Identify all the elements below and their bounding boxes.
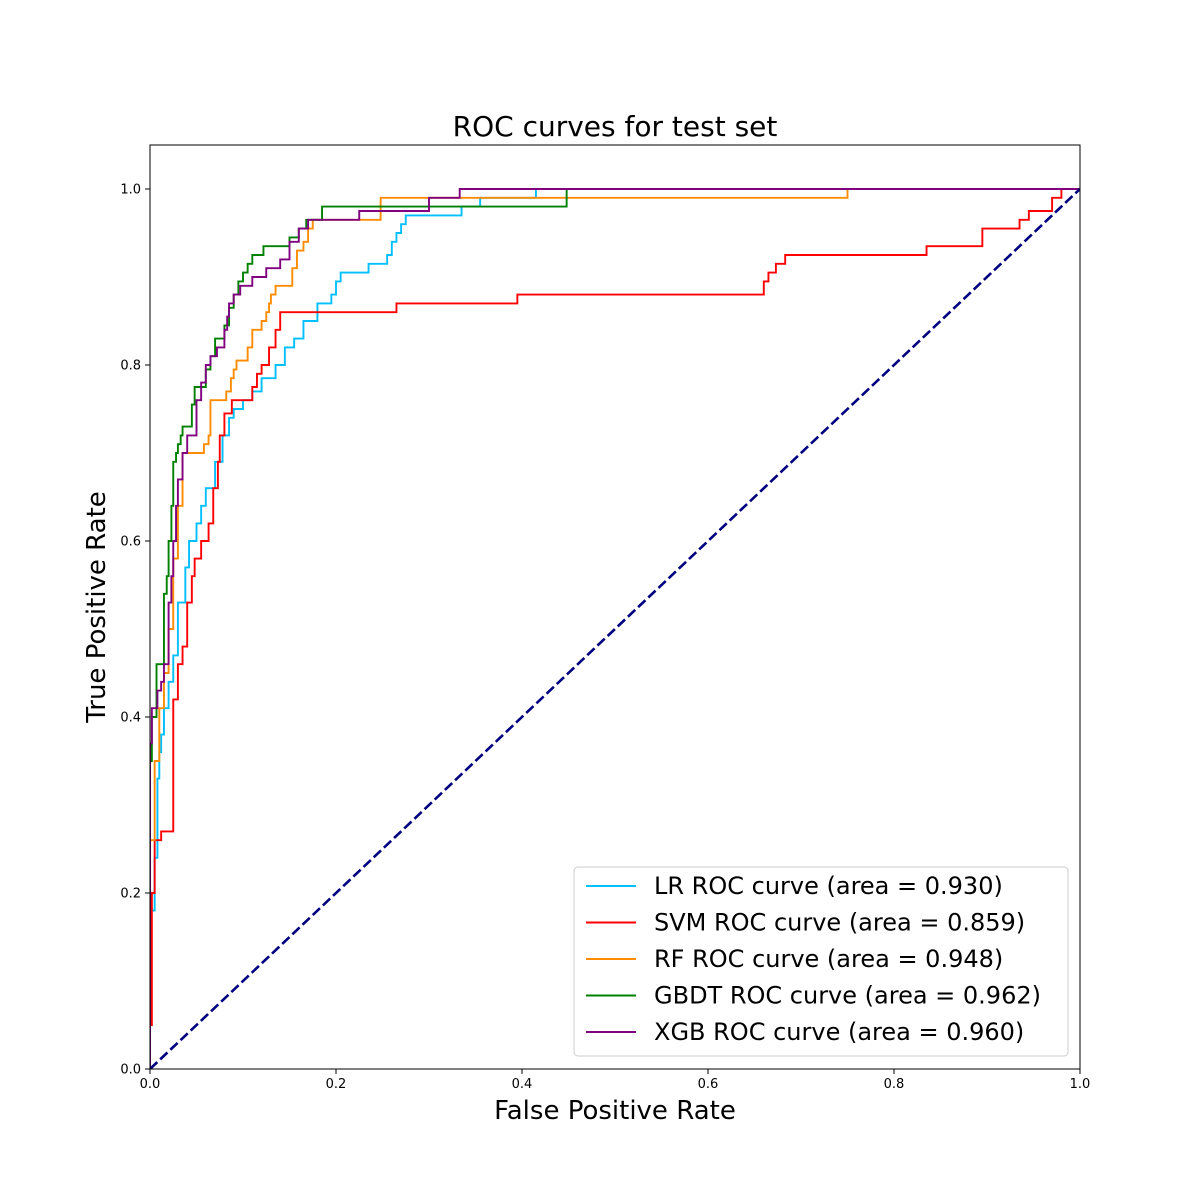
legend: LR ROC curve (area = 0.930) SVM ROC curve… [573, 866, 1069, 1057]
plot-frame [149, 144, 1081, 1070]
x-tick-label: 0.0 [140, 1077, 161, 1092]
chart-title: ROC curves for test set [453, 110, 778, 143]
series-line-rf [150, 188, 1080, 1069]
y-tick-label: 0.8 [120, 359, 141, 374]
legend-entry: XGB ROC curve (area = 0.960) [654, 1018, 1024, 1046]
x-tick-label: 1.0 [1070, 1077, 1091, 1092]
y-axis-label: True Positive Rate [82, 491, 112, 724]
x-tick-label: 0.6 [698, 1077, 719, 1092]
y-tick-label: 0.0 [120, 1063, 141, 1078]
x-tick-label: 0.4 [512, 1077, 533, 1092]
x-tick-label: 0.2 [326, 1077, 347, 1092]
x-axis-label: False Positive Rate [494, 1096, 736, 1126]
y-tick-label: 0.2 [120, 887, 141, 902]
chance-diagonal-line [150, 188, 1080, 1069]
legend-entry: LR ROC curve (area = 0.930) [654, 872, 1003, 900]
y-tick-label: 0.4 [120, 711, 141, 726]
x-tick-label: 0.8 [884, 1077, 905, 1092]
legend-entry: SVM ROC curve (area = 0.859) [654, 909, 1025, 937]
series-line-xgb [150, 188, 1080, 1069]
y-tick-label: 0.6 [120, 535, 141, 550]
legend-entry: GBDT ROC curve (area = 0.962) [654, 982, 1041, 1010]
series-line-svm [150, 188, 1080, 1069]
legend-entry: RF ROC curve (area = 0.948) [654, 945, 1003, 973]
y-tick-label: 1.0 [120, 183, 141, 198]
legend-box [573, 866, 1069, 1057]
